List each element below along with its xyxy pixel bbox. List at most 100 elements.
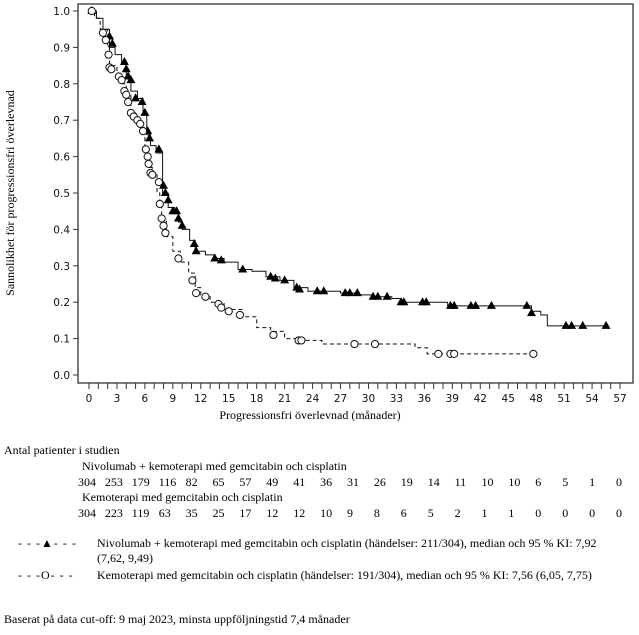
risk-count: 6 bbox=[535, 475, 542, 489]
x-axis-title: Progressionsfri överlevnad (månader) bbox=[219, 408, 400, 422]
censor-marker-triangle bbox=[280, 275, 290, 284]
censor-marker-circle bbox=[143, 152, 152, 161]
legend-text: Nivolumab + kemoterapi med gemcitabin oc… bbox=[97, 536, 597, 565]
risk-count: 304 bbox=[78, 506, 96, 520]
x-tick-label: 57 bbox=[613, 393, 626, 405]
censor-marker-circle bbox=[155, 199, 164, 209]
y-tick-label: 0.9 bbox=[53, 42, 70, 54]
x-tick-label: 51 bbox=[557, 393, 570, 405]
triangle-marker-icon: - - -▲- - - bbox=[18, 536, 77, 550]
censor-marker-triangle bbox=[177, 220, 187, 229]
risk-count: 26 bbox=[373, 475, 386, 489]
risk-table-title: Antal patienter i studien bbox=[4, 443, 120, 457]
x-tick-label: 15 bbox=[222, 393, 235, 405]
x-tick-label: 3 bbox=[114, 393, 121, 405]
x-tick-label: 9 bbox=[169, 393, 176, 405]
censor-marker-triangle bbox=[449, 300, 459, 309]
censor-marker-triangle bbox=[601, 320, 611, 329]
censor-marker-triangle bbox=[216, 255, 226, 264]
censor-marker-triangle bbox=[486, 300, 496, 309]
censor-marker-triangle bbox=[126, 75, 136, 84]
risk-count: 19 bbox=[400, 475, 413, 489]
y-tick-label: 0.5 bbox=[53, 188, 70, 200]
risk-count: 1 bbox=[589, 475, 596, 489]
censor-marker-triangle bbox=[159, 180, 169, 189]
censor-marker-triangle bbox=[210, 253, 220, 262]
x-tick-label: 6 bbox=[142, 393, 149, 405]
censor-marker-triangle bbox=[319, 286, 329, 295]
censor-marker-triangle bbox=[373, 291, 383, 300]
censor-marker-triangle bbox=[399, 297, 409, 306]
censor-marker-circle bbox=[350, 339, 359, 349]
censor-marker-circle bbox=[174, 254, 183, 263]
x-tick-label: 45 bbox=[502, 393, 515, 405]
risk-count: 5 bbox=[562, 475, 569, 489]
risk-count: 41 bbox=[293, 475, 306, 489]
risk-count: 25 bbox=[212, 506, 225, 520]
censor-marker-circle bbox=[188, 276, 197, 285]
censor-marker-triangle bbox=[145, 133, 155, 142]
risk-count: 49 bbox=[266, 475, 279, 489]
y-tick-label: 0.4 bbox=[53, 224, 70, 236]
censor-marker-circle bbox=[159, 221, 168, 230]
censor-marker-triangle bbox=[295, 284, 305, 293]
risk-count: 1 bbox=[508, 506, 515, 520]
y-tick-label: 0.7 bbox=[53, 115, 70, 127]
y-axis: 0.0 0.1 0.2 0.3 0.4 0.5 0.6 0.7 0.8 0.9 1.0 bbox=[53, 6, 78, 382]
x-axis: 0 3 6 9 12 15 18 21 24 27 30 33 36 39 42 45 48 51 54 57 bbox=[86, 383, 627, 405]
risk-count: 14 bbox=[427, 475, 440, 489]
x-tick-label: 12 bbox=[194, 393, 207, 405]
y-tick-label: 0.1 bbox=[53, 334, 70, 346]
censor-marker-circle bbox=[144, 159, 153, 168]
footnote: Baserat på data cut-off: 9 maj 2023, min… bbox=[4, 612, 350, 626]
censor-marker-circle bbox=[124, 97, 133, 107]
censor-marker-triangle bbox=[121, 64, 131, 73]
risk-group-2-label: Kemoterapi med gemcitabin och cisplatin bbox=[82, 490, 283, 504]
risk-count: 63 bbox=[158, 506, 171, 520]
x-tick-label: 0 bbox=[86, 393, 93, 405]
km-chart: 0.00.10.20.30.40.50.60.70.80.91.0 0 3 6 9 12… bbox=[3, 3, 634, 422]
censor-marker-circle bbox=[141, 145, 150, 154]
censor-marker-circle bbox=[101, 36, 110, 45]
y-tick-label: 0.2 bbox=[53, 297, 70, 309]
x-tick-label: 21 bbox=[278, 393, 291, 405]
censor-marker-circle bbox=[98, 28, 108, 37]
risk-count: 0 bbox=[616, 506, 622, 520]
censor-marker-triangle bbox=[131, 93, 141, 102]
risk-count: 35 bbox=[185, 506, 198, 520]
censor-marker-triangle bbox=[421, 297, 431, 306]
censor-marker-triangle bbox=[137, 97, 147, 105]
censor-marker-circle bbox=[122, 90, 131, 99]
risk-count: 17 bbox=[239, 506, 252, 520]
censor-marker-triangle bbox=[119, 56, 129, 65]
risk-count: 10 bbox=[320, 506, 333, 520]
y-axis-title: Sannolikhet för progressionsfri överlevn… bbox=[3, 90, 17, 296]
censor-marker-circle bbox=[217, 303, 226, 312]
censor-marker-triangle bbox=[266, 271, 276, 280]
risk-count: 223 bbox=[104, 506, 123, 520]
censor-marker-triangle bbox=[522, 300, 532, 309]
censor-marker-circle bbox=[161, 228, 170, 238]
series-layer bbox=[87, 6, 611, 358]
censor-marker-circle bbox=[192, 289, 201, 298]
risk-count: 10 bbox=[508, 475, 521, 489]
censor-marker-triangle bbox=[107, 38, 117, 47]
risk-count: 65 bbox=[212, 475, 225, 489]
x-tick-label: 48 bbox=[529, 393, 542, 405]
censor-marker-circle bbox=[370, 339, 380, 349]
censor-marker-triangle bbox=[189, 238, 199, 247]
censor-marker-triangle bbox=[140, 107, 150, 116]
x-tick-label: 39 bbox=[446, 393, 459, 405]
censor-marker-triangle bbox=[352, 288, 362, 297]
risk-count: 82 bbox=[185, 475, 198, 489]
y-tick-label: 0.6 bbox=[53, 152, 70, 164]
censor-marker-circle bbox=[297, 336, 306, 345]
risk-group-1-label: Nivolumab + kemoterapi med gemcitabin oc… bbox=[82, 459, 347, 473]
censor-marker-triangle bbox=[527, 308, 536, 317]
censor-marker-triangle bbox=[154, 144, 164, 153]
censor-marker-triangle bbox=[345, 288, 355, 297]
risk-count: 12 bbox=[266, 506, 279, 520]
censor-marker-circle bbox=[224, 307, 233, 316]
x-tick-label: 30 bbox=[362, 393, 375, 405]
y-tick-label: 1.0 bbox=[53, 6, 70, 18]
